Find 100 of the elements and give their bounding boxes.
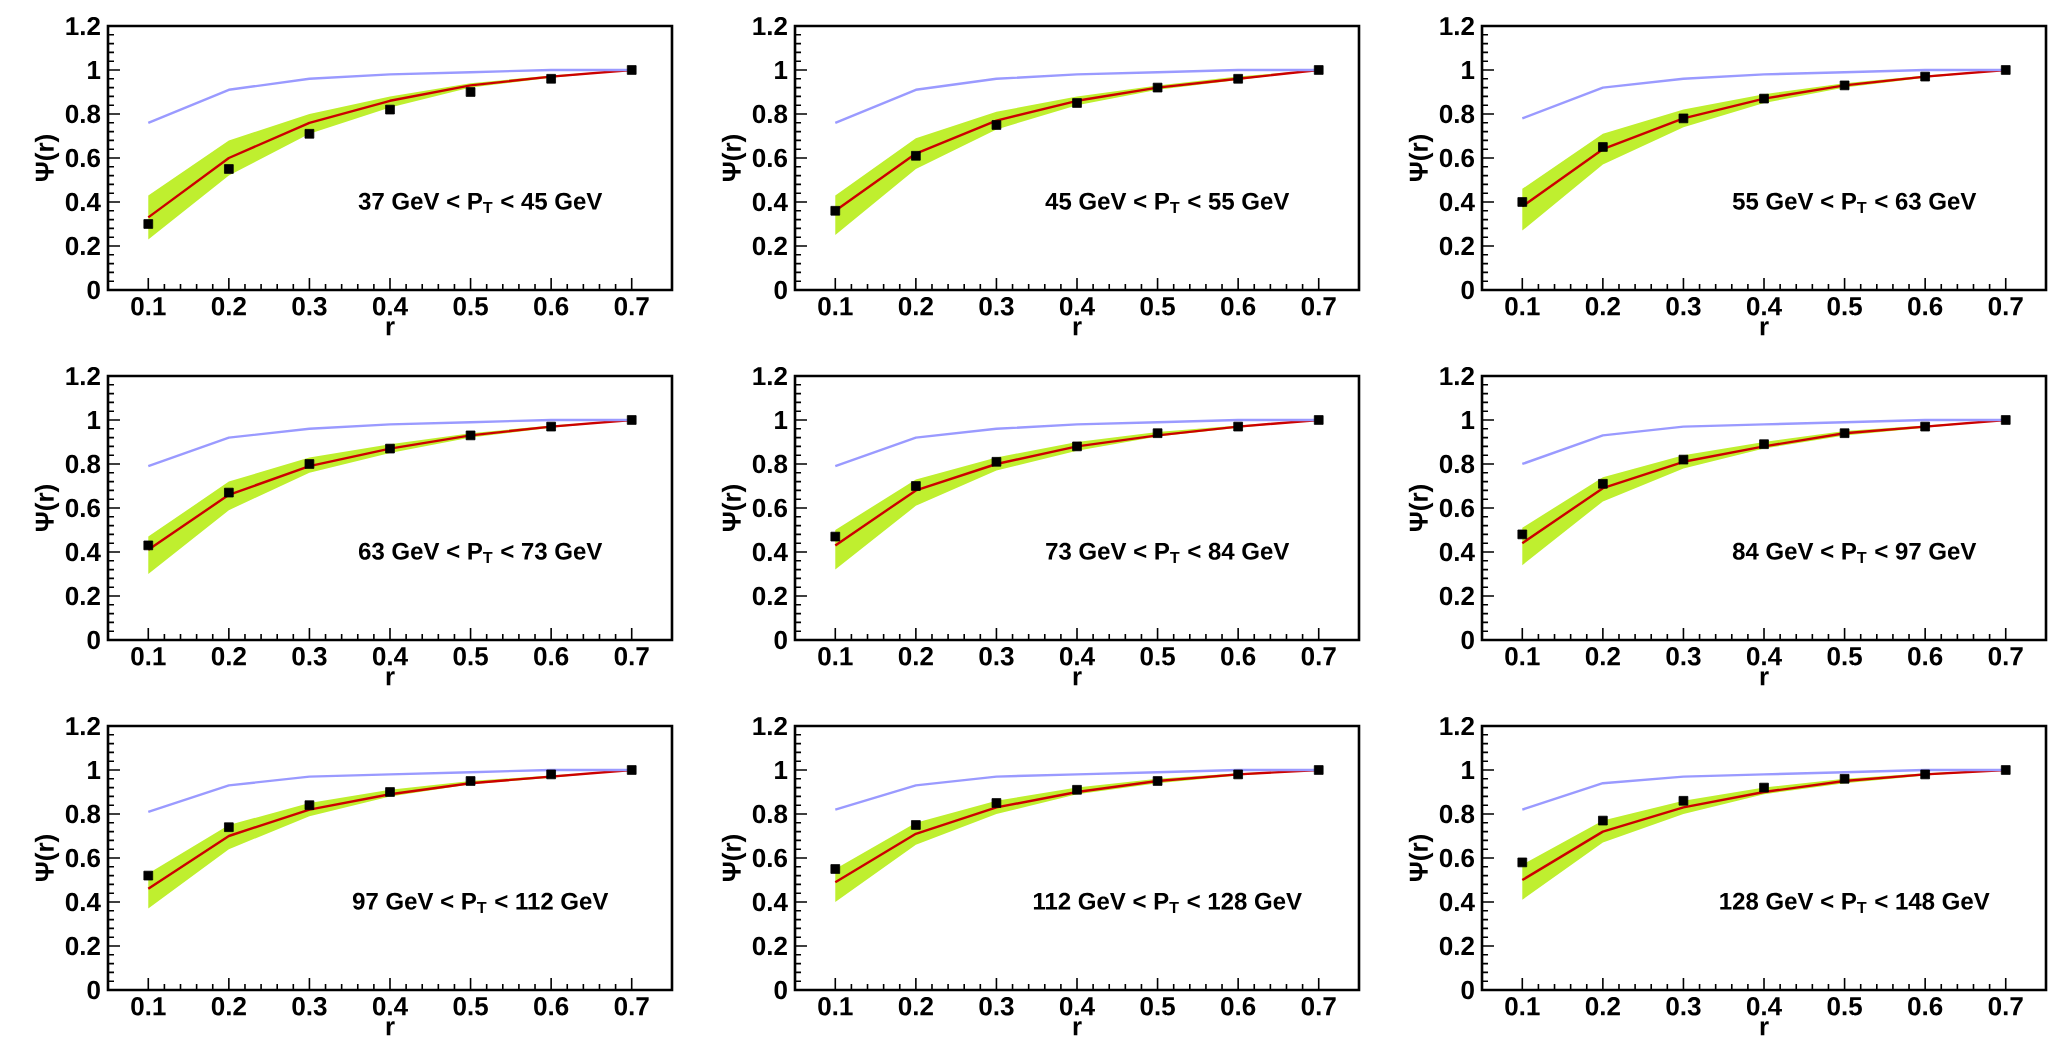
x-tick-label: 0.4: [1746, 997, 1782, 1016]
y-tick-label: 0.4: [752, 542, 788, 562]
y-tick-label: 0.4: [65, 192, 101, 212]
point: [1233, 421, 1243, 432]
y-tick-label: 0.6: [1439, 848, 1475, 868]
x-tick-label: 0.5: [1827, 297, 1862, 316]
y-tick-label: 0: [1461, 980, 1474, 1000]
x-tick-label: 0.2: [1585, 647, 1620, 666]
point: [385, 104, 395, 115]
point: [546, 769, 556, 780]
x-tick-label: 0.5: [1827, 997, 1862, 1016]
y-tick-label: 0.4: [1439, 542, 1475, 562]
annotation: 37 GeV < P$_{T}$ < 45 GeV: [358, 192, 603, 214]
point: [385, 443, 395, 454]
x-tick-label: 0.4: [1746, 297, 1782, 316]
x-tick-label: 0.4: [1059, 647, 1095, 666]
y-tick-label: 0.8: [65, 804, 101, 824]
point: [1678, 796, 1689, 806]
y-tick-label: 0: [774, 630, 787, 650]
x-tick-label: 0.2: [898, 297, 933, 316]
y-tick-label: 1: [88, 61, 101, 79]
y-axis-title: Ψ(r): [34, 135, 60, 181]
y-tick-label: 1: [775, 61, 788, 79]
x-tick-label: 0.3: [979, 297, 1014, 316]
x-tick-label: 0.6: [1221, 997, 1256, 1016]
y-axis-title: Ψ(r): [1408, 835, 1434, 882]
y-tick-label: 0.2: [752, 936, 787, 956]
annotation: 112 GeV < P$_{T}$ < 128 GeV: [1033, 892, 1302, 914]
x-tick-label: 0.3: [979, 647, 1014, 666]
point: [2000, 765, 2011, 775]
x-tick-label: 0.2: [1585, 997, 1620, 1016]
y-tick-label: 0: [87, 280, 100, 300]
y-axis-title: Ψ(r): [721, 485, 747, 532]
x-axis-title: r: [386, 321, 395, 336]
point: [465, 87, 476, 97]
y-tick-label: 0: [87, 630, 100, 650]
point: [991, 457, 1002, 467]
x-tick-label: 0.7: [1301, 997, 1336, 1016]
point: [1517, 197, 1528, 207]
x-tick-label: 0.4: [1059, 297, 1095, 316]
y-tick-label: 0.6: [65, 848, 100, 868]
point: [1598, 478, 1608, 489]
y-tick-label: 0.4: [1439, 892, 1475, 912]
x-tick-label: 0.6: [534, 297, 569, 316]
y-tick-label: 1: [1462, 61, 1475, 79]
x-tick-label: 0.1: [131, 647, 166, 666]
y-tick-label: 0.2: [1439, 236, 1474, 256]
x-tick-label: 0.2: [211, 297, 246, 316]
y-tick-label: 1.2: [1440, 16, 1474, 36]
y-tick-label: 0.8: [1439, 804, 1475, 824]
point: [304, 800, 315, 810]
y-tick-label: 0.6: [1439, 498, 1475, 518]
point: [546, 73, 556, 84]
x-tick-label: 0.7: [1988, 297, 2023, 316]
point: [911, 481, 921, 491]
x-tick-label: 0.2: [898, 997, 933, 1016]
point: [830, 205, 841, 216]
y-tick-label: 0.4: [1439, 192, 1475, 212]
point: [1920, 421, 1930, 432]
point: [1517, 529, 1528, 540]
x-tick-label: 0.1: [818, 297, 853, 316]
y-axis-title: Ψ(r): [1408, 135, 1434, 181]
y-tick-label: 0.2: [1439, 936, 1474, 956]
x-tick-label: 0.4: [1746, 647, 1782, 666]
point: [143, 540, 154, 551]
x-tick-label: 0.2: [211, 997, 246, 1016]
x-tick-label: 0.3: [1666, 647, 1701, 666]
x-tick-label: 0.7: [614, 297, 649, 316]
x-tick-label: 0.1: [131, 297, 166, 316]
x-axis-title: r: [1073, 1021, 1082, 1036]
point: [1759, 439, 1769, 449]
x-tick-label: 0.6: [534, 647, 569, 666]
point: [546, 421, 556, 432]
y-tick-label: 0.8: [752, 454, 788, 474]
point: [1598, 142, 1608, 152]
y-tick-label: 0.8: [65, 454, 101, 474]
x-axis-title: r: [386, 671, 395, 686]
point: [1598, 815, 1608, 826]
x-tick-label: 0.4: [372, 997, 408, 1016]
y-tick-label: 1: [775, 761, 788, 779]
annotation: 128 GeV < P$_{T}$ < 148 GeV: [1720, 892, 1990, 914]
point: [1759, 782, 1769, 793]
point: [911, 820, 921, 830]
y-tick-label: 0.8: [1439, 454, 1475, 474]
x-tick-label: 0.5: [453, 997, 488, 1016]
x-tick-label: 0.6: [1908, 997, 1943, 1016]
point: [143, 219, 154, 229]
y-tick-label: 0.2: [752, 586, 787, 606]
x-tick-label: 0.4: [372, 647, 408, 666]
x-tick-label: 0.6: [1221, 647, 1256, 666]
point: [1072, 98, 1082, 108]
point: [2000, 65, 2011, 75]
x-tick-label: 0.5: [1140, 997, 1175, 1016]
point: [143, 870, 154, 881]
annotation: 63 GeV < P$_{T}$ < 73 GeV: [358, 542, 603, 564]
point: [224, 164, 234, 174]
y-tick-label: 0.6: [752, 148, 787, 168]
annotation: 55 GeV < P$_{T}$ < 63 GeV: [1732, 192, 1977, 214]
y-tick-label: 0.8: [65, 104, 101, 124]
y-tick-label: 1: [88, 411, 101, 429]
